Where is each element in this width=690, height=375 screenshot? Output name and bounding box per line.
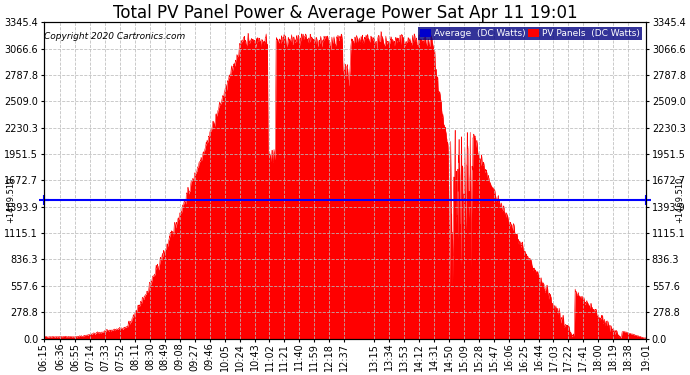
Text: +1469.510: +1469.510 bbox=[675, 177, 684, 223]
Text: +1469.510: +1469.510 bbox=[6, 177, 15, 223]
Legend: Average  (DC Watts), PV Panels  (DC Watts): Average (DC Watts), PV Panels (DC Watts) bbox=[418, 27, 642, 40]
Text: Copyright 2020 Cartronics.com: Copyright 2020 Cartronics.com bbox=[44, 32, 186, 41]
Title: Total PV Panel Power & Average Power Sat Apr 11 19:01: Total PV Panel Power & Average Power Sat… bbox=[112, 4, 578, 22]
